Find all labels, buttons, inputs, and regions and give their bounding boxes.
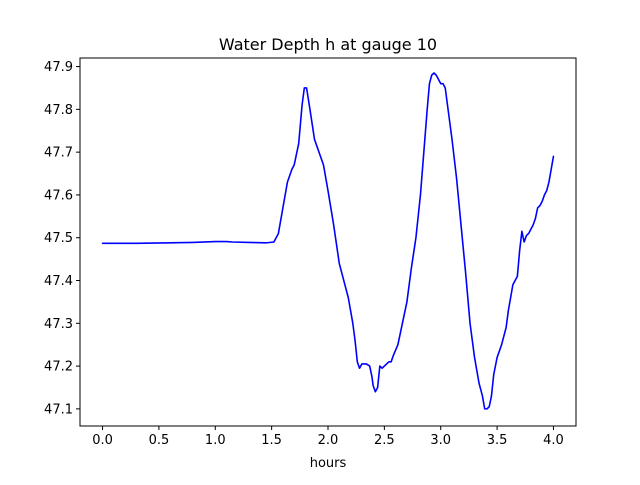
y-tick-label: 47.9 <box>44 60 73 75</box>
x-tick-label: 1.5 <box>261 433 282 448</box>
x-tick-label: 4.0 <box>543 433 564 448</box>
x-tick-label: 2.0 <box>318 433 339 448</box>
axes-frame <box>79 57 577 427</box>
y-tick-label: 47.8 <box>44 103 73 118</box>
x-tick-label: 3.5 <box>487 433 508 448</box>
x-tick-label: 1.0 <box>205 433 226 448</box>
series-line-0 <box>101 72 555 410</box>
x-tick-label: 0.0 <box>92 433 113 448</box>
y-tick-label: 47.4 <box>44 274 73 289</box>
x-axis: 0.0 0.5 1.0 1.5 2.0 2.5 3.0 3.5 4.0 <box>92 426 564 448</box>
y-tick-label: 47.3 <box>44 317 73 332</box>
chart-title: Water Depth h at gauge 10 <box>219 35 437 54</box>
y-tick-label: 47.2 <box>44 360 73 375</box>
y-tick-label: 47.6 <box>44 188 73 203</box>
x-tick-label: 3.0 <box>430 433 451 448</box>
y-tick-label: 47.1 <box>44 402 73 417</box>
x-tick-label: 0.5 <box>149 433 170 448</box>
x-axis-label: hours <box>310 456 347 471</box>
y-tick-label: 47.7 <box>44 146 73 161</box>
x-tick-label: 2.5 <box>374 433 395 448</box>
y-axis: 47.1 47.2 47.3 47.4 47.5 47.6 47.7 47.8 47.9 <box>44 60 80 417</box>
y-tick-label: 47.5 <box>44 231 73 246</box>
plot-area <box>101 72 555 410</box>
